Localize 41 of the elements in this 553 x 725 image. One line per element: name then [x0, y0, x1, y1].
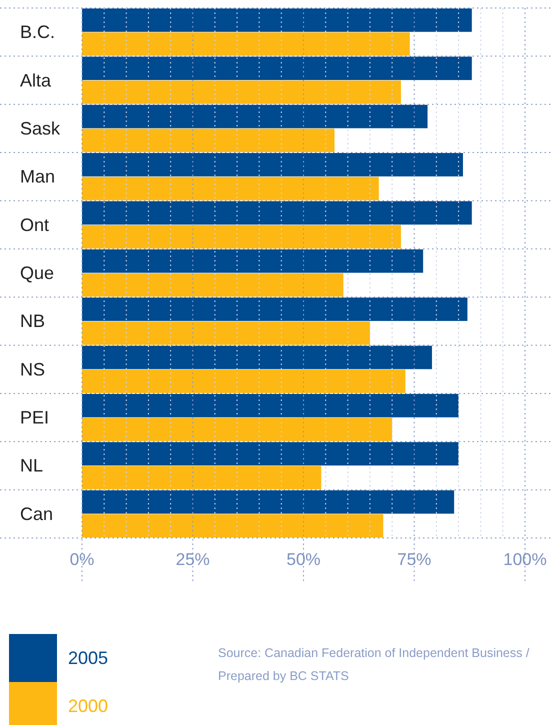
y-tick-label: Can	[20, 504, 54, 524]
x-tick-label: 100%	[503, 550, 547, 569]
bar	[82, 394, 459, 418]
text: 2005	[68, 648, 108, 668]
text: 2000	[68, 696, 108, 716]
bar	[82, 8, 472, 32]
x-tick-label: 0%	[70, 550, 94, 569]
bar	[82, 514, 384, 538]
source-note: Source: Canadian Federation of Independent Business / Prepared by BC STATS	[218, 646, 530, 683]
bar	[82, 80, 401, 104]
x-tick-label: 25%	[176, 550, 210, 569]
y-tick-label: PEI	[20, 408, 50, 428]
bar	[82, 104, 428, 128]
bar	[82, 176, 379, 200]
y-tick-label: Ont	[20, 214, 50, 235]
bar	[82, 370, 406, 393]
bar	[82, 56, 472, 80]
x-tick-label: 75%	[397, 550, 432, 569]
bar	[82, 466, 322, 490]
bar	[82, 153, 463, 176]
y-tick-label: NL	[20, 456, 44, 476]
y-tick-label: NB	[20, 311, 46, 332]
x-tick-label: 50%	[286, 550, 321, 569]
bar	[82, 321, 370, 345]
bar	[82, 32, 410, 56]
y-tick-label: Man	[20, 166, 56, 187]
bar	[82, 346, 432, 370]
bar	[82, 201, 472, 225]
y-tick-label: B.C.	[20, 22, 56, 42]
bar	[82, 273, 344, 297]
bar	[82, 128, 335, 152]
y-tick-label: Sask	[20, 118, 62, 138]
bar	[82, 249, 424, 273]
bar	[82, 418, 392, 442]
bar	[82, 490, 454, 514]
y-tick-label: Alta	[20, 70, 52, 90]
bar	[82, 225, 401, 248]
bar	[82, 298, 468, 321]
y-tick-label: Que	[20, 263, 54, 283]
bar	[82, 442, 459, 466]
y-tick-label: NS	[20, 359, 46, 380]
